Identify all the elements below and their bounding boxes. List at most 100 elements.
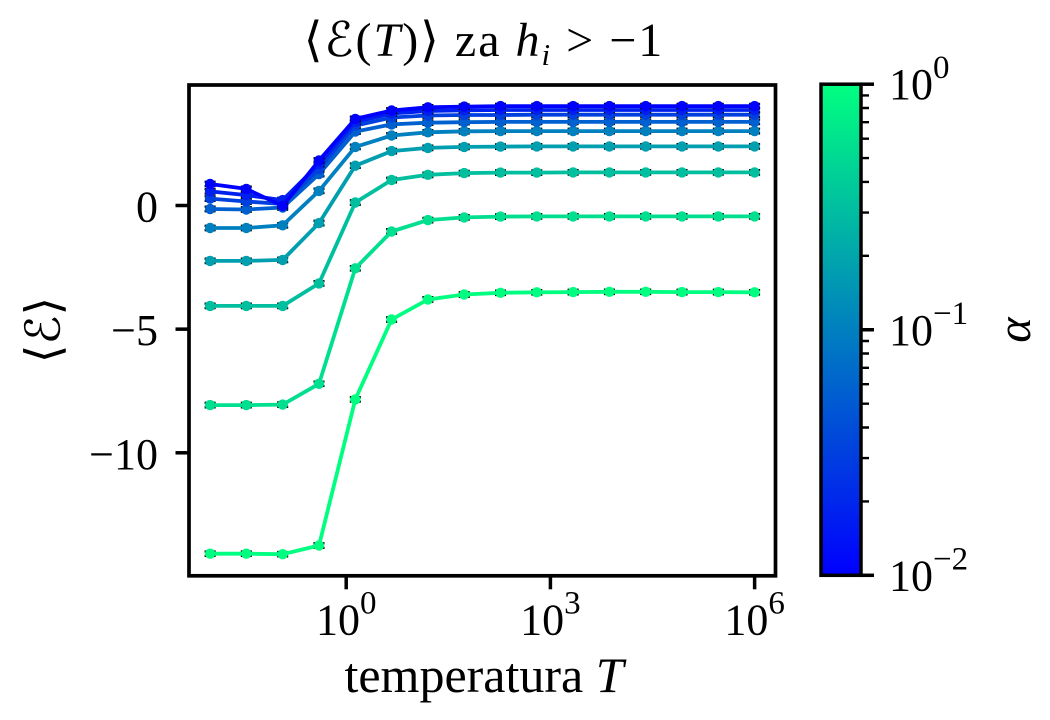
x-tick-label-1: 103 (520, 586, 581, 645)
data-point-marker (386, 174, 397, 186)
data-point-marker (204, 186, 216, 197)
data-point-marker (459, 212, 470, 223)
data-point-marker (313, 155, 325, 166)
axes-spines (187, 83, 778, 578)
data-point-marker (749, 100, 760, 112)
series-line (208, 120, 757, 212)
data-point-marker (495, 167, 506, 178)
data-point-marker (459, 126, 470, 137)
data-point-marker (386, 105, 397, 116)
data-point-marker (567, 286, 579, 298)
data-point-marker (313, 185, 325, 197)
data-point-marker (604, 116, 615, 128)
colorbar-gradient (821, 84, 861, 576)
data-point-marker (604, 167, 615, 178)
y-axis-label: ⟨ℰ⟩ (18, 297, 71, 364)
data-point-marker (422, 117, 434, 128)
data-point-marker (277, 200, 288, 212)
data-point-marker (640, 211, 651, 222)
series-line (208, 170, 757, 308)
data-point-marker (495, 211, 506, 222)
data-point-marker (459, 101, 470, 112)
data-point-marker (676, 125, 688, 137)
series-line (208, 214, 757, 407)
data-point-marker (749, 211, 760, 222)
data-point-marker (204, 222, 216, 234)
data-point-marker (422, 102, 434, 113)
data-point-marker (495, 287, 506, 298)
x-axis: 100 103 106 (316, 575, 785, 645)
data-point-marker (459, 289, 470, 300)
data-point-marker (640, 116, 651, 128)
error-bar-caps (204, 111, 761, 208)
data-point-marker (241, 300, 252, 312)
data-point-marker (713, 211, 724, 222)
data-point-marker (749, 167, 760, 178)
data-point-marker (495, 100, 506, 112)
data-point-marker (422, 214, 434, 226)
data-point-marker (204, 399, 216, 411)
data-point-marker (350, 263, 361, 274)
y-tick-label-2: −10 (89, 430, 158, 479)
data-point-marker (241, 255, 252, 267)
data-point-marker (422, 142, 434, 154)
data-point-marker (204, 255, 216, 267)
series-alpha=1.0000 (204, 286, 761, 560)
data-point-marker (350, 141, 361, 153)
data-point-marker (640, 167, 651, 178)
data-point-marker (241, 399, 252, 411)
data-point-marker (422, 294, 434, 305)
data-point-marker (749, 125, 760, 137)
data-point-marker (640, 141, 651, 152)
data-point-marker (313, 278, 325, 289)
data-point-marker (567, 116, 579, 128)
data-point-marker (749, 141, 760, 152)
data-point-marker (386, 226, 397, 237)
data-point-marker (676, 116, 688, 128)
data-point-marker (640, 286, 651, 297)
colorbar-minor-ticks (861, 94, 869, 503)
data-point-marker (277, 220, 288, 231)
series-alpha=0.1778 (204, 141, 761, 267)
data-point-marker (277, 254, 288, 266)
data-point-marker (277, 399, 288, 410)
series-line (208, 104, 757, 208)
data-point-marker (640, 125, 651, 137)
data-point-marker (749, 116, 760, 128)
data-point-marker (350, 113, 361, 125)
data-point-marker (713, 167, 724, 178)
data-point-marker (495, 141, 506, 152)
data-point-marker (676, 141, 688, 152)
data-point-marker (241, 222, 252, 234)
colorbar-tick-label-0: 100 (889, 50, 950, 109)
x-tick-label-0: 100 (316, 586, 377, 645)
y-axis: 0 −5 −10 (89, 183, 189, 479)
data-point-marker (386, 130, 397, 141)
series-alpha=0.1000 (204, 125, 761, 234)
data-point-marker (277, 300, 288, 312)
data-point-marker (313, 540, 325, 551)
data-point-marker (567, 100, 579, 112)
data-point-marker (459, 167, 470, 179)
series-group (204, 100, 761, 560)
data-point-marker (713, 286, 724, 298)
data-point-marker (386, 145, 397, 157)
data-point-marker (604, 125, 615, 137)
data-point-marker (713, 125, 724, 137)
data-point-marker (313, 378, 325, 389)
y-tick-label-0: 0 (136, 183, 158, 232)
data-point-marker (204, 548, 216, 559)
data-point-marker (604, 211, 615, 222)
data-point-marker (531, 287, 542, 298)
colorbar-tick-label-2: 10−2 (889, 541, 968, 600)
data-point-marker (676, 286, 688, 298)
colorbar-tick-label-1: 10−1 (889, 296, 968, 355)
series-alpha=0.5623 (204, 211, 761, 411)
data-point-marker (531, 211, 542, 222)
error-bar-caps (204, 168, 761, 310)
data-point-marker (567, 167, 579, 178)
data-point-marker (422, 127, 434, 138)
data-point-marker (277, 549, 288, 560)
